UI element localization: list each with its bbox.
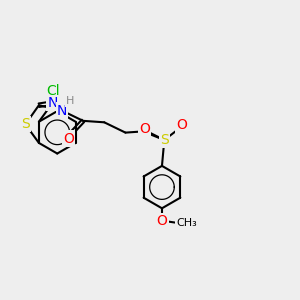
Text: H: H bbox=[66, 96, 74, 106]
Text: CH₃: CH₃ bbox=[176, 218, 197, 228]
Text: O: O bbox=[63, 131, 74, 146]
Text: Cl: Cl bbox=[46, 84, 60, 98]
Text: O: O bbox=[139, 122, 150, 136]
Text: N: N bbox=[47, 96, 58, 110]
Text: O: O bbox=[157, 214, 167, 228]
Text: N: N bbox=[57, 103, 67, 118]
Text: S: S bbox=[160, 133, 169, 147]
Text: O: O bbox=[177, 118, 188, 132]
Text: S: S bbox=[21, 117, 30, 131]
